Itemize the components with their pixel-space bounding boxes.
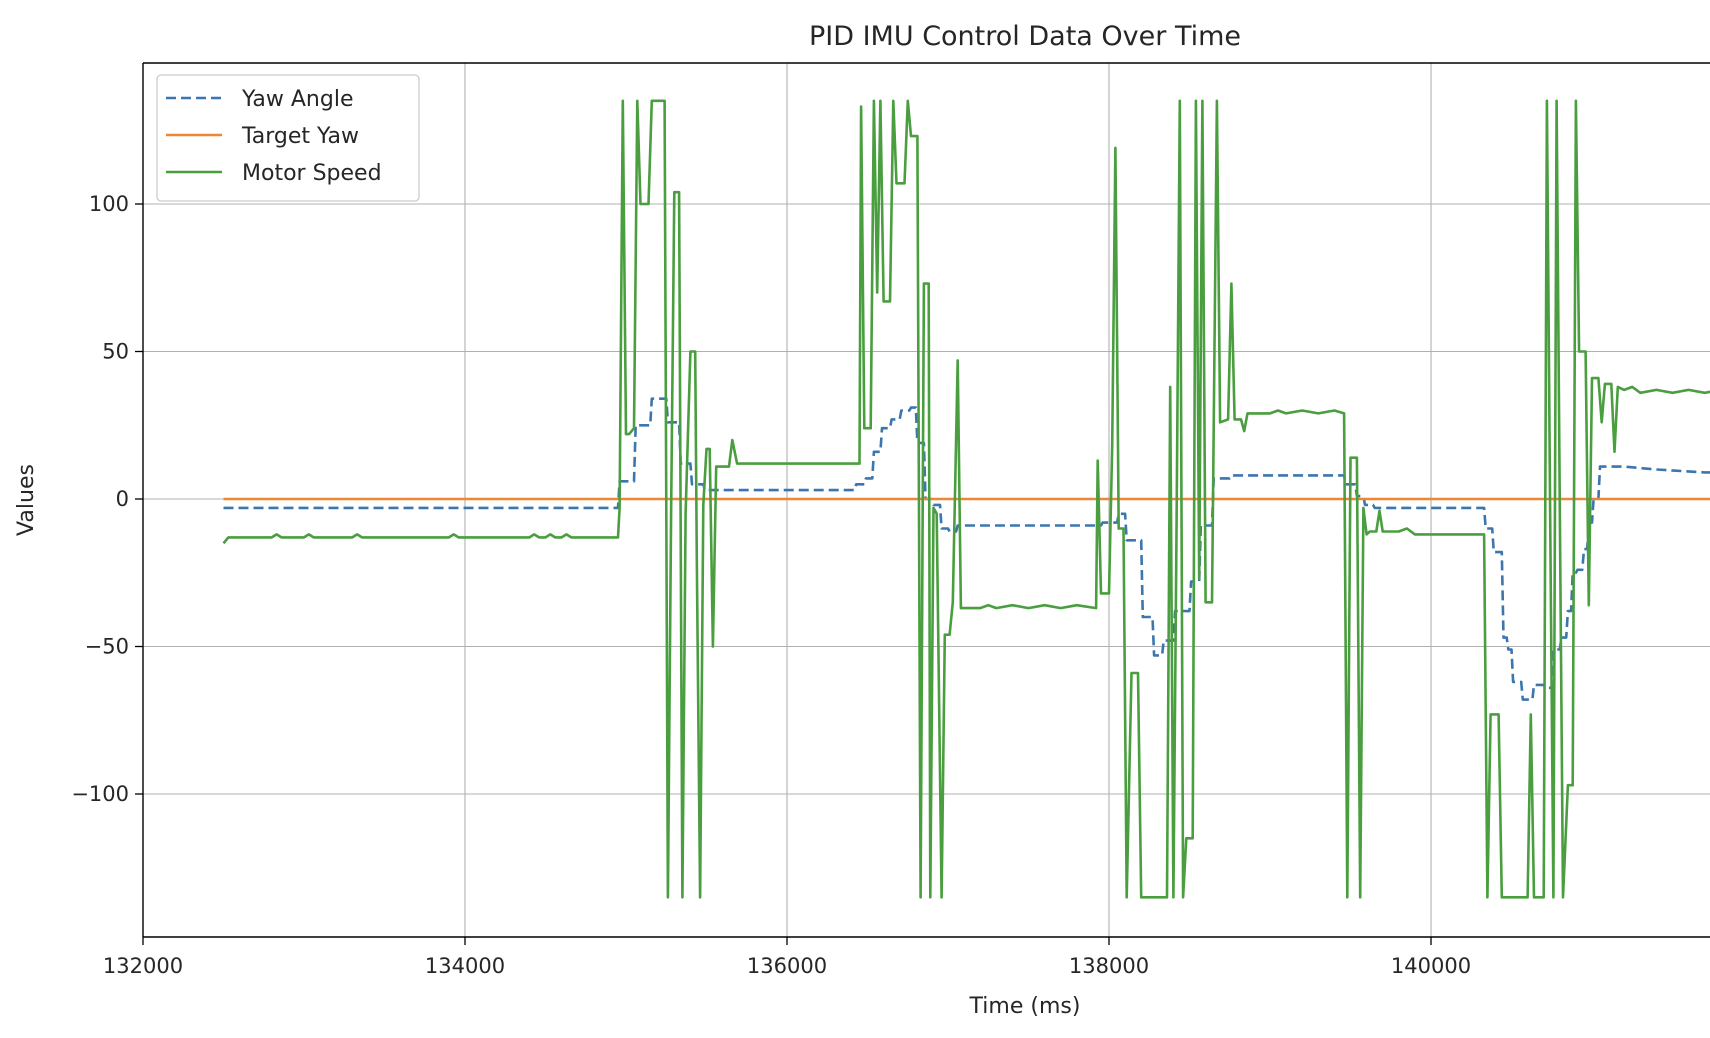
x-tick-label: 136000 [747,954,827,978]
x-tick-label: 138000 [1069,954,1149,978]
series-group [222,99,1710,899]
legend-entry-target-yaw-label: Target Yaw [241,124,359,149]
x-tick-label: 132000 [103,954,183,978]
series-line-motor-speed [222,99,1710,899]
series-line-yaw-angle [223,397,1710,701]
x-axis-title: Time (ms) [969,994,1081,1019]
plot-frame [142,62,1710,938]
y-axis-ticks: 100 50 0 −50 −100 [71,192,143,806]
legend-box [156,74,420,202]
x-tick-label: 140000 [1391,954,1471,978]
chart-title: PID IMU Control Data Over Time [809,21,1241,52]
x-tick-label: 134000 [425,954,505,978]
legend-entry-yaw-angle-label: Yaw Angle [241,87,353,112]
y-tick-label: 50 [102,340,129,364]
legend-entry-motor-speed-label: Motor Speed [242,161,382,186]
x-axis-ticks: 132000 134000 136000 138000 140000 [103,937,1471,978]
y-tick-label: −50 [85,635,129,659]
y-axis-title: Values [14,464,39,536]
legend: Yaw Angle Target Yaw Motor Speed [156,74,420,202]
y-tick-label: 100 [89,192,129,216]
y-tick-label: 0 [116,487,129,511]
y-tick-label: −100 [71,782,129,806]
